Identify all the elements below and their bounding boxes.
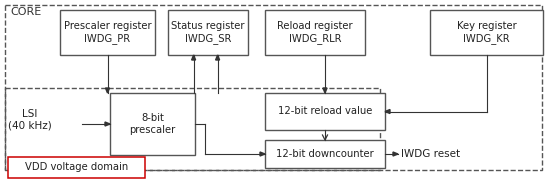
Text: Key register
IWDG_KR: Key register IWDG_KR — [457, 21, 517, 44]
Text: Reload register
IWDG_RLR: Reload register IWDG_RLR — [277, 21, 353, 44]
Bar — [265, 10, 365, 55]
Polygon shape — [105, 122, 110, 126]
Text: Prescaler register
IWDG_PR: Prescaler register IWDG_PR — [64, 21, 152, 44]
Text: IWDG reset: IWDG reset — [401, 149, 460, 159]
Polygon shape — [216, 55, 220, 60]
Polygon shape — [106, 88, 109, 93]
Text: 12-bit downcounter: 12-bit downcounter — [276, 149, 374, 159]
Text: 12-bit reload value: 12-bit reload value — [278, 106, 372, 117]
Text: CORE: CORE — [10, 7, 41, 17]
Text: Status register
IWDG_SR: Status register IWDG_SR — [171, 21, 245, 44]
Text: LSI
(40 kHz): LSI (40 kHz) — [8, 109, 52, 131]
Text: 8-bit
prescaler: 8-bit prescaler — [129, 113, 176, 135]
Polygon shape — [393, 152, 398, 156]
Polygon shape — [323, 88, 327, 93]
Bar — [265, 93, 385, 130]
Polygon shape — [385, 110, 390, 113]
Bar — [60, 10, 155, 55]
Bar — [110, 93, 195, 155]
Polygon shape — [260, 152, 265, 156]
Bar — [430, 10, 543, 55]
Text: VDD voltage domain: VDD voltage domain — [25, 163, 128, 172]
Bar — [5, 88, 380, 170]
Bar — [8, 157, 145, 178]
Bar — [168, 10, 248, 55]
Polygon shape — [191, 55, 196, 60]
Bar — [265, 140, 385, 168]
